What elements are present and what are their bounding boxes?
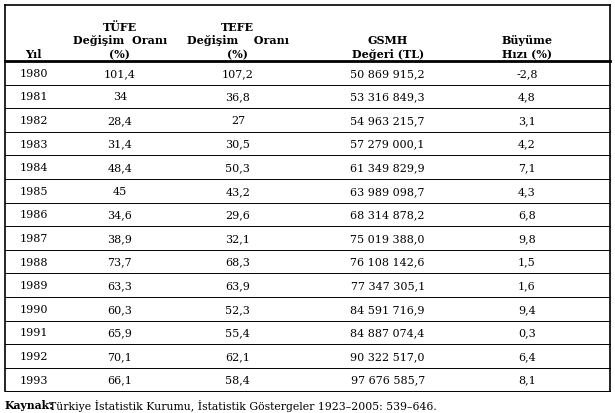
Text: 29,6: 29,6 xyxy=(226,210,250,220)
Text: 101,4: 101,4 xyxy=(104,69,136,79)
Text: Büyüme
Hızı (%): Büyüme Hızı (%) xyxy=(501,35,552,60)
Text: 97 676 585,7: 97 676 585,7 xyxy=(351,375,425,385)
Text: 1991: 1991 xyxy=(20,328,48,338)
Text: 50,3: 50,3 xyxy=(226,163,250,173)
Text: 57 279 000,1: 57 279 000,1 xyxy=(351,139,425,150)
Text: GSMH
Değeri (TL): GSMH Değeri (TL) xyxy=(352,35,424,60)
Text: Türkiye İstatistik Kurumu, İstatistik Göstergeler 1923–2005: 539–646.: Türkiye İstatistik Kurumu, İstatistik Gö… xyxy=(49,399,437,411)
Text: 1983: 1983 xyxy=(20,139,48,150)
Text: 61 349 829,9: 61 349 829,9 xyxy=(351,163,425,173)
Text: 1993: 1993 xyxy=(20,375,48,385)
Text: 7,1: 7,1 xyxy=(518,163,536,173)
Text: 73,7: 73,7 xyxy=(108,257,132,267)
Text: 3,1: 3,1 xyxy=(518,116,536,126)
Text: 68,3: 68,3 xyxy=(226,257,250,267)
Text: 53 316 849,3: 53 316 849,3 xyxy=(351,92,425,102)
Text: 1986: 1986 xyxy=(20,210,48,220)
Text: 31,4: 31,4 xyxy=(108,139,132,150)
Text: 62,1: 62,1 xyxy=(226,351,250,361)
Text: 1982: 1982 xyxy=(20,116,48,126)
Text: 52,3: 52,3 xyxy=(226,304,250,314)
Text: 4,8: 4,8 xyxy=(518,92,536,102)
Text: 0,3: 0,3 xyxy=(518,328,536,338)
Text: 28,4: 28,4 xyxy=(108,116,132,126)
Text: 1992: 1992 xyxy=(20,351,48,361)
Text: 68 314 878,2: 68 314 878,2 xyxy=(351,210,425,220)
Text: Yıl: Yıl xyxy=(25,49,42,60)
Text: 75 019 388,0: 75 019 388,0 xyxy=(351,233,425,244)
Text: 4,3: 4,3 xyxy=(518,186,536,197)
Text: 50 869 915,2: 50 869 915,2 xyxy=(351,69,425,79)
Text: 90 322 517,0: 90 322 517,0 xyxy=(351,351,425,361)
Text: 34: 34 xyxy=(113,92,127,102)
Text: 63,3: 63,3 xyxy=(108,280,132,291)
Text: 36,8: 36,8 xyxy=(226,92,250,102)
Text: 4,2: 4,2 xyxy=(518,139,536,150)
Text: 54 963 215,7: 54 963 215,7 xyxy=(351,116,425,126)
Text: 34,6: 34,6 xyxy=(108,210,132,220)
Text: 48,4: 48,4 xyxy=(108,163,132,173)
Text: 107,2: 107,2 xyxy=(222,69,254,79)
Text: TÜFE
Değişim  Oranı
(%): TÜFE Değişim Oranı (%) xyxy=(73,21,167,60)
Text: 6,4: 6,4 xyxy=(518,351,536,361)
Text: 66,1: 66,1 xyxy=(108,375,132,385)
Text: 1985: 1985 xyxy=(20,186,48,197)
Text: 30,5: 30,5 xyxy=(226,139,250,150)
Text: 6,8: 6,8 xyxy=(518,210,536,220)
Text: 43,2: 43,2 xyxy=(226,186,250,197)
Text: 1990: 1990 xyxy=(20,304,48,314)
Text: 65,9: 65,9 xyxy=(108,328,132,338)
Text: 32,1: 32,1 xyxy=(226,233,250,244)
Text: 8,1: 8,1 xyxy=(518,375,536,385)
Text: 1,6: 1,6 xyxy=(518,280,536,291)
Text: 55,4: 55,4 xyxy=(226,328,250,338)
Text: 58,4: 58,4 xyxy=(226,375,250,385)
Text: 1987: 1987 xyxy=(20,233,48,244)
Text: 84 887 074,4: 84 887 074,4 xyxy=(351,328,425,338)
Text: 9,8: 9,8 xyxy=(518,233,536,244)
Text: 9,4: 9,4 xyxy=(518,304,536,314)
Text: 1980: 1980 xyxy=(20,69,48,79)
Text: TEFE
Değişim    Oranı
(%): TEFE Değişim Oranı (%) xyxy=(187,21,289,60)
Text: 38,9: 38,9 xyxy=(108,233,132,244)
Text: -2,8: -2,8 xyxy=(516,69,538,79)
Text: 1981: 1981 xyxy=(20,92,48,102)
Text: 1988: 1988 xyxy=(20,257,48,267)
Text: 63 989 098,7: 63 989 098,7 xyxy=(351,186,425,197)
Text: 60,3: 60,3 xyxy=(108,304,132,314)
Text: 1984: 1984 xyxy=(20,163,48,173)
Text: 27: 27 xyxy=(231,116,245,126)
Text: 84 591 716,9: 84 591 716,9 xyxy=(351,304,425,314)
Text: 76 108 142,6: 76 108 142,6 xyxy=(351,257,425,267)
Text: 1,5: 1,5 xyxy=(518,257,536,267)
Text: 45: 45 xyxy=(113,186,127,197)
Text: 1989: 1989 xyxy=(20,280,48,291)
Text: 63,9: 63,9 xyxy=(226,280,250,291)
Text: 77 347 305,1: 77 347 305,1 xyxy=(351,280,425,291)
Text: 70,1: 70,1 xyxy=(108,351,132,361)
Text: Kaynak:: Kaynak: xyxy=(5,399,54,410)
